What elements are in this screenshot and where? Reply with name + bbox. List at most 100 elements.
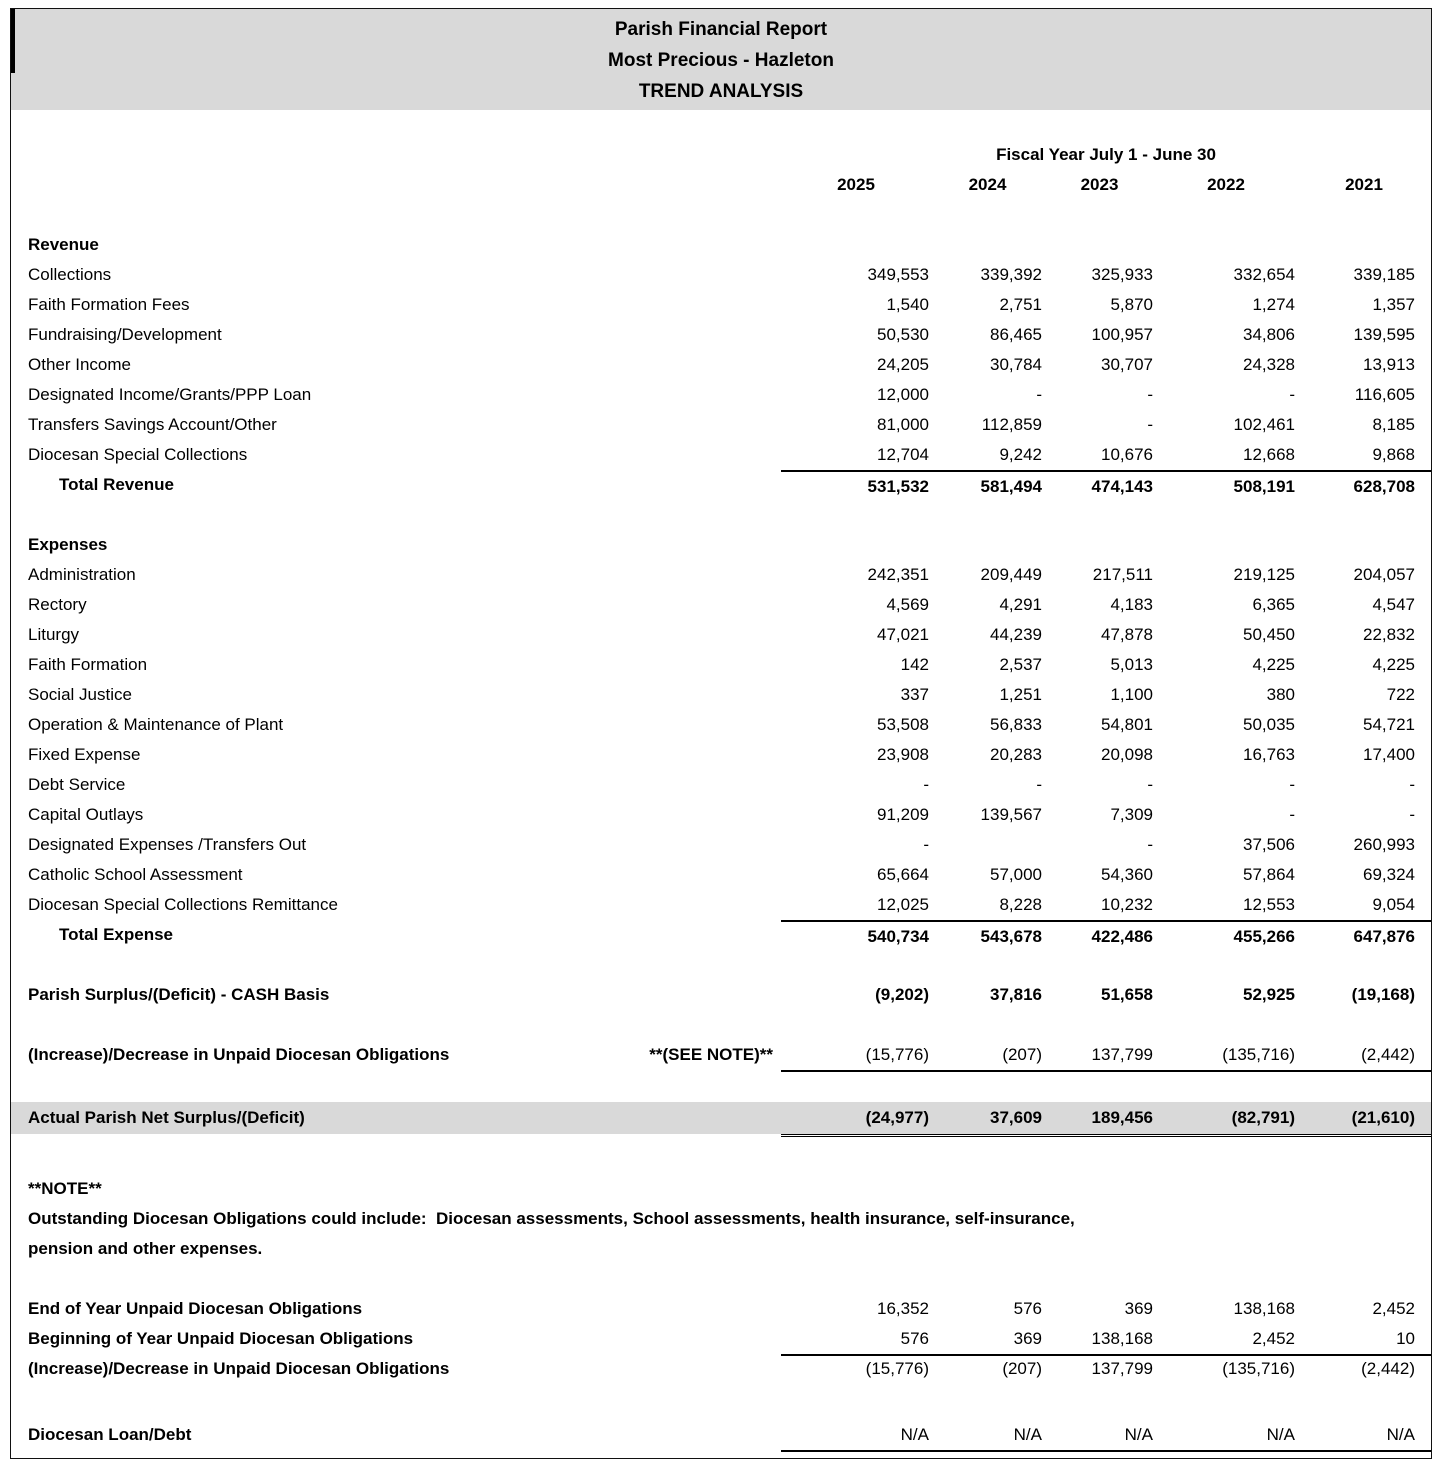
cell-2025: 65,664 [877,865,929,884]
year-header-2022: 2022 [1207,175,1245,194]
cell-2022: 50,450 [1243,625,1295,644]
cell-2023: 217,511 [1092,565,1153,584]
cell-2023: 7,309 [1110,805,1153,824]
cell-2024: 209,449 [980,565,1042,584]
cell-2023: 20,098 [1101,745,1153,764]
cell-2022: 24,328 [1243,355,1295,374]
cell-2023: - [1147,385,1153,404]
spacer-cell [11,140,781,170]
row-label: Operation & Maintenance of Plant [28,715,284,734]
cell-2024: 4,291 [999,595,1042,614]
cell-2022: 52,925 [1243,985,1295,1004]
note-text-line1: Outstanding Diocesan Obligations could i… [28,1209,1075,1228]
cell-2021: - [1409,805,1415,824]
cell-2023: - [1147,415,1153,434]
cell-2022: 508,191 [1155,470,1297,502]
cell-2024: 581,494 [931,470,1044,502]
unpaid-obligations-change-row: (Increase)/Decrease in Unpaid Diocesan O… [11,1040,1431,1072]
section-label: Revenue [28,235,99,254]
cell-2021: - [1409,775,1415,794]
cell-2024: 339,392 [980,265,1042,284]
cell-2021: 628,708 [1297,470,1431,502]
diocesan-loan-row: Diocesan Loan/Debt N/A N/A N/A N/A N/A [11,1420,1431,1452]
cell-2025: 50,530 [877,325,929,344]
row-label: Fixed Expense [28,745,141,764]
cell-2023: - [1147,835,1153,854]
cell-2025: 349,553 [867,265,929,284]
row-label: Designated Income/Grants/PPP Loan [28,385,312,404]
spacer-cell [11,170,781,200]
cell-2024: 37,609 [931,1102,1044,1137]
cell-2022: 37,506 [1243,835,1295,854]
table-row: Other Income 24,205 30,784 30,707 24,328… [11,350,1431,380]
cell-2022: (135,716) [1222,1359,1295,1378]
note-title-row: **NOTE** [11,1174,1431,1204]
table-row: Catholic School Assessment 65,664 57,000… [11,860,1431,890]
table-row: Fundraising/Development 50,530 86,465 10… [11,320,1431,350]
row-label: Diocesan Special Collections Remittance [28,895,338,914]
cell-2021: 647,876 [1297,920,1431,952]
title-band: Parish Financial Report Most Precious - … [11,9,1431,110]
cell-2022: - [1289,805,1295,824]
row-label: Total Expense [59,925,173,944]
cell-2022: - [1289,385,1295,404]
cell-2024: - [1036,775,1042,794]
cell-2024: 2,537 [999,655,1042,674]
cell-2023: 47,878 [1101,625,1153,644]
cell-2023: 54,801 [1101,715,1153,734]
cell-2022: - [1289,775,1295,794]
cell-2022: (82,791) [1155,1102,1297,1137]
cell-2024: 369 [931,1324,1044,1356]
cell-2023: 5,870 [1110,295,1153,314]
year-header-2023: 2023 [1080,175,1119,194]
cell-2023: 325,933 [1091,265,1153,284]
total-expense-row: Total Expense 540,734 543,678 422,486 45… [11,920,1431,950]
row-label: Catholic School Assessment [28,865,243,884]
cell-2022: 4,225 [1252,655,1295,674]
cell-2024: 139,567 [980,805,1042,824]
cell-2023: 369 [1124,1299,1153,1318]
cell-2024: 57,000 [990,865,1042,884]
cell-2022: 219,125 [1233,565,1295,584]
cell-2023: 51,658 [1101,985,1153,1004]
cell-2025: 53,508 [877,715,929,734]
row-label: Other Income [28,355,131,374]
table-row: Social Justice 337 1,251 1,100 380 722 [11,680,1431,710]
year-header-2024: 2024 [968,175,1007,194]
table-row: Faith Formation Fees 1,540 2,751 5,870 1… [11,290,1431,320]
row-label: End of Year Unpaid Diocesan Obligations [28,1299,363,1318]
cell-2021: 2,452 [1372,1299,1415,1318]
cell-2023: 10,676 [1101,445,1153,464]
cell-2021: 139,595 [1353,325,1415,344]
row-label: Capital Outlays [28,805,144,824]
row-label: Collections [28,265,112,284]
cell-2021: 339,185 [1353,265,1415,284]
cell-2025: (15,776) [781,1040,931,1072]
row-label: Diocesan Special Collections [28,445,248,464]
cell-2022: 34,806 [1243,325,1295,344]
report-subtitle: Most Precious - Hazleton [608,50,834,71]
cell-2024: (207) [1002,1359,1042,1378]
cell-2021: (21,610) [1297,1102,1431,1137]
cell-2021: (2,442) [1297,1040,1431,1072]
cell-2025: (15,776) [865,1359,929,1378]
cell-2024: 86,465 [990,325,1042,344]
row-label: Social Justice [28,685,132,704]
year-header-2025: 2025 [837,175,875,194]
row-label: (Increase)/Decrease in Unpaid Diocesan O… [28,1045,450,1064]
section-label: Expenses [28,535,108,554]
row-label: Diocesan Loan/Debt [28,1425,192,1444]
note-title: **NOTE** [28,1179,102,1198]
cell-2023: 138,168 [1044,1324,1155,1356]
cell-2025: 47,021 [877,625,929,644]
cell-2021: (2,442) [1361,1359,1415,1378]
cell-2025: 1,540 [886,295,929,314]
cell-2025: 12,704 [877,445,929,464]
cell-2023: - [1147,775,1153,794]
cell-2023: 5,013 [1110,655,1153,674]
cell-2024 [931,830,1044,860]
cell-2023: N/A [1044,1420,1155,1452]
cell-2021: 10 [1297,1324,1431,1356]
cell-2022: (135,716) [1155,1040,1297,1072]
cell-2024: 543,678 [931,920,1044,952]
